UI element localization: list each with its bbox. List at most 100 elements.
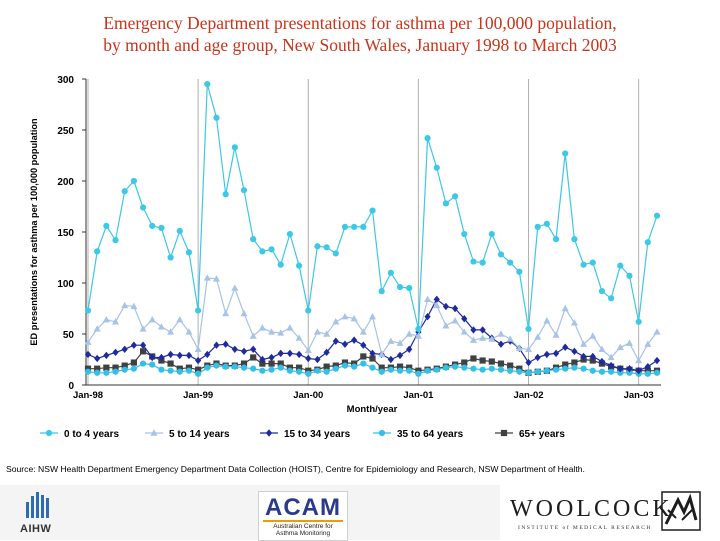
- data-point-s3-12: [195, 370, 202, 377]
- data-point-s1-36: [414, 332, 422, 339]
- data-point-s3-7: [149, 361, 156, 368]
- woolcock-subtitle: INSTITUTE of MEDICAL RESEARCH: [518, 525, 652, 531]
- data-point-s3-13: [204, 364, 211, 371]
- data-point-s3-47: [516, 368, 523, 375]
- data-point-s3-20: [268, 366, 275, 373]
- x-axis-label: Month/year: [347, 404, 398, 415]
- data-point-s3-57: [608, 368, 615, 375]
- data-point-s0-52: [562, 150, 569, 157]
- acam-subtitle: Australian Centre for Asthma Monitoring: [259, 523, 347, 537]
- data-point-s2-31: [369, 349, 376, 358]
- data-point-s0-11: [185, 249, 193, 256]
- data-point-s1-55: [589, 332, 597, 339]
- data-point-s2-26: [323, 348, 330, 357]
- data-point-s1-56: [598, 345, 606, 352]
- legend-label-3: 35 to 64 years: [397, 429, 464, 440]
- data-point-s3-34: [396, 367, 404, 374]
- data-point-s0-2: [103, 222, 110, 229]
- data-point-s2-58: [617, 364, 624, 373]
- data-point-s4-1: [94, 365, 101, 372]
- data-point-s3-3: [112, 368, 119, 375]
- data-point-s0-58: [617, 262, 624, 269]
- data-point-s2-62: [653, 356, 661, 365]
- data-point-s2-56: [598, 357, 606, 366]
- data-point-s0-51: [552, 236, 560, 243]
- data-point-s1-8: [157, 323, 165, 330]
- data-point-s3-54: [580, 365, 587, 372]
- source-note: Source: NSW Health Department Emergency …: [6, 464, 585, 474]
- data-point-s2-5: [130, 341, 137, 349]
- data-point-s0-21: [277, 261, 284, 268]
- acam-subtitle-line2: Asthma Monitoring: [275, 530, 331, 537]
- data-point-s3-2: [103, 369, 110, 376]
- data-point-s3-11: [185, 367, 193, 374]
- data-point-s0-25: [314, 243, 321, 250]
- data-point-s4-19: [259, 360, 266, 367]
- data-point-s0-3: [112, 237, 119, 244]
- data-point-s2-21: [277, 349, 284, 358]
- data-point-s0-47: [516, 268, 523, 275]
- data-point-s1-3: [112, 318, 120, 325]
- data-point-s4-41: [461, 359, 468, 366]
- data-point-s1-12: [194, 345, 202, 352]
- data-point-s3-22: [286, 367, 294, 374]
- woolcock-name: WOOLCOCK: [510, 496, 673, 522]
- data-point-s0-29: [351, 223, 358, 230]
- data-point-s0-54: [580, 261, 587, 268]
- data-point-s1-61: [644, 340, 652, 347]
- data-point-s4-44: [488, 358, 495, 365]
- data-point-s3-23: [295, 368, 303, 375]
- x-tick-label: Jan-98: [73, 390, 103, 401]
- x-tick-label: Jan-00: [293, 390, 323, 401]
- data-point-s2-38: [433, 295, 440, 304]
- data-point-s4-23: [295, 364, 303, 371]
- data-point-s1-52: [561, 304, 569, 312]
- data-point-s2-3: [112, 348, 119, 357]
- legend-marker-0: [45, 429, 53, 437]
- acam-subtitle-line1: Australian Centre for: [273, 523, 333, 530]
- data-point-s3-16: [231, 363, 238, 370]
- data-point-s3-56: [598, 368, 606, 375]
- data-point-s4-18: [250, 354, 257, 361]
- aihw-logo-icon: [26, 492, 49, 518]
- data-point-s3-48: [525, 369, 532, 376]
- data-point-s2-49: [534, 353, 541, 362]
- data-point-s3-8: [158, 366, 165, 373]
- data-point-s3-6: [139, 360, 147, 367]
- data-point-s3-62: [653, 369, 661, 376]
- data-point-s2-42: [470, 326, 477, 334]
- data-point-s4-53: [571, 359, 578, 366]
- data-point-s3-32: [378, 368, 385, 375]
- data-point-s0-37: [424, 135, 431, 142]
- data-point-s2-18: [250, 345, 257, 353]
- data-point-s1-57: [607, 353, 615, 361]
- data-point-s0-42: [470, 258, 477, 265]
- data-point-s0-49: [534, 223, 541, 230]
- data-point-s1-0: [84, 338, 92, 345]
- legend-label-1: 5 to 14 years: [169, 429, 230, 440]
- data-point-s3-31: [369, 364, 376, 371]
- data-point-s1-15: [222, 309, 230, 317]
- data-point-s1-19: [258, 324, 266, 331]
- data-point-s3-37: [424, 367, 431, 374]
- data-point-s2-1: [94, 354, 101, 363]
- data-point-s3-45: [497, 366, 505, 373]
- data-point-s2-50: [543, 350, 550, 359]
- chart-title: Emergency Department presentations for a…: [0, 12, 720, 56]
- data-point-s0-16: [231, 144, 238, 151]
- data-point-s1-62: [653, 328, 661, 335]
- data-point-s3-30: [360, 360, 367, 367]
- data-point-s1-45: [497, 330, 505, 337]
- data-point-s0-56: [598, 288, 606, 295]
- data-point-s1-37: [424, 295, 432, 303]
- data-point-s3-14: [213, 362, 220, 369]
- y-tick-label: 200: [57, 177, 74, 188]
- data-point-s0-9: [167, 254, 174, 261]
- data-point-s0-33: [387, 269, 394, 276]
- data-point-s3-44: [488, 365, 495, 372]
- data-point-s0-48: [525, 325, 532, 332]
- data-point-s2-54: [580, 352, 587, 361]
- data-point-s1-5: [130, 302, 138, 310]
- data-point-s1-14: [212, 275, 220, 282]
- data-point-s1-40: [451, 317, 459, 324]
